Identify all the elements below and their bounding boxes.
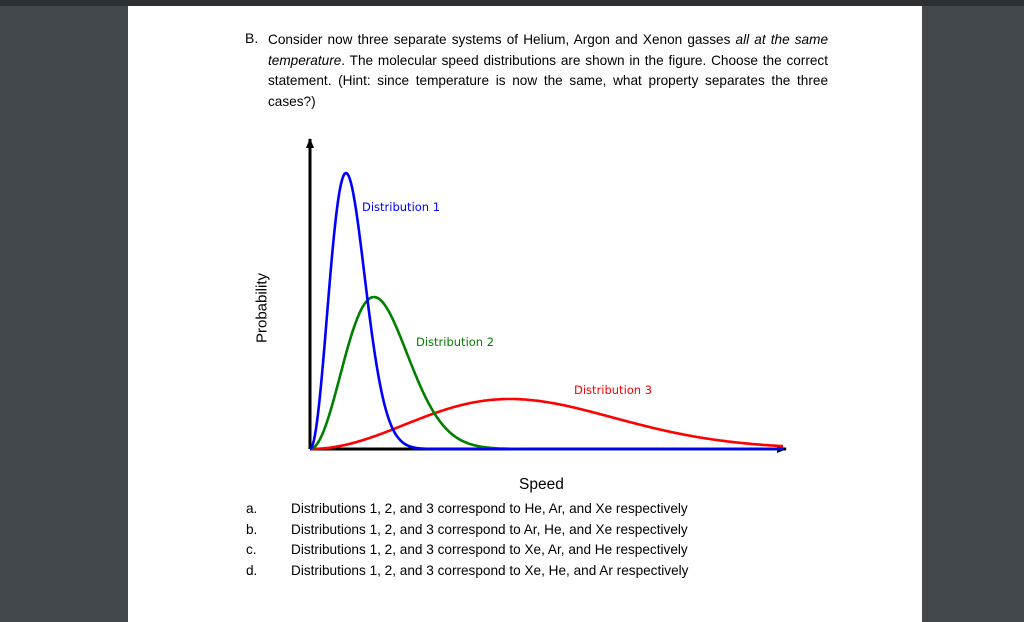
question-text-part-1: Consider now three separate systems of H… (268, 32, 736, 47)
choice-text: Distributions 1, 2, and 3 correspond to … (291, 562, 689, 578)
distribution-3-label: Distribution 3 (574, 383, 652, 397)
distribution-1-curve (309, 171, 783, 451)
distribution-2-label: Distribution 2 (416, 335, 494, 349)
question-text-part-2: . The molecular speed distributions are … (268, 52, 828, 109)
top-bar (0, 0, 1024, 6)
y-axis-label: Probability (253, 272, 271, 344)
choice-letter: b. (246, 521, 258, 537)
document-page: B. Consider now three separate systems o… (128, 6, 922, 622)
choice-text: Distributions 1, 2, and 3 correspond to … (291, 542, 688, 558)
choice-letter: d. (246, 562, 258, 578)
distribution-1-label: Distribution 1 (362, 200, 440, 214)
distribution-3-curve (310, 397, 784, 451)
choice-letter: a. (246, 501, 258, 516)
x-axis-label: Speed (519, 476, 564, 493)
choice-text: Distributions 1, 2, and 3 correspond to … (291, 521, 688, 537)
question-text: Consider now three separate systems of H… (268, 30, 828, 112)
choice-letter: c. (246, 542, 257, 558)
speed-distribution-figure: Distribution 1 Distribution 2 Distributi… (306, 138, 787, 453)
distribution-2-curve (309, 295, 783, 451)
choice-text: Distributions 1, 2, and 3 correspond to … (291, 501, 688, 516)
question-letter: B. (245, 30, 259, 46)
question-text-italic: all at the same temperature (268, 32, 829, 68)
